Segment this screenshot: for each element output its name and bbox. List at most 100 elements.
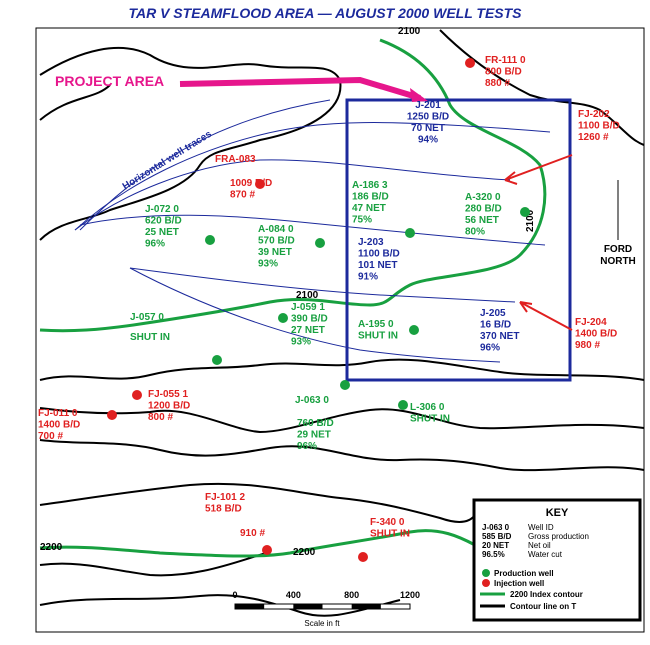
production-well: [520, 207, 530, 217]
key-text: 96.5%: [482, 550, 505, 559]
well-label: 1009 B/D: [230, 178, 272, 189]
scale-bar: Scale in ft 0 400 800 1200: [232, 590, 420, 628]
well-label: 56 NET: [465, 215, 499, 226]
contour-label: 2200: [40, 542, 63, 553]
injection-well: [358, 552, 368, 562]
key-text: Production well: [494, 569, 554, 578]
well-label: SHUT IN: [130, 332, 170, 343]
key: KEY Production well Injection well 2200 …: [472, 498, 642, 622]
key-text: Water cut: [528, 550, 563, 559]
well-label: A-320 0: [465, 192, 501, 203]
key-box: [472, 498, 642, 622]
well-label: 75%: [352, 215, 372, 226]
well-label: J-203: [358, 237, 384, 248]
well-label: FJ-011 0: [38, 408, 78, 419]
well-label: J-057 0: [130, 312, 164, 323]
well-label: J-059 1: [291, 302, 325, 313]
arrow: [519, 301, 573, 331]
production-well: [315, 238, 325, 248]
well-label: SHUT IN: [370, 529, 410, 540]
well-label: A-195 0: [358, 319, 394, 330]
injection-well: [255, 179, 265, 189]
well-label: FRA-083: [215, 154, 256, 165]
scale-tick-label: 1200: [400, 590, 420, 600]
production-well: [278, 313, 288, 323]
well-label: 96%: [297, 441, 317, 452]
key-text: 585 B/D: [482, 532, 512, 541]
key-text: Contour line on T: [510, 602, 576, 611]
well-label: 1250 B/D: [407, 112, 449, 123]
well-label: 96%: [145, 239, 165, 250]
scale-segment: [351, 604, 381, 609]
well-label: 1260 #: [578, 132, 609, 143]
key-text: Gross production: [528, 532, 589, 541]
scale-tick-label: 400: [286, 590, 301, 600]
key-title: KEY: [546, 507, 569, 519]
well-label: 980 #: [575, 340, 600, 351]
scale-segment: [235, 604, 265, 609]
well-label: F-340 0: [370, 517, 405, 528]
well-label: 760 B/D: [297, 418, 334, 429]
well-label: SHUT IN: [410, 414, 450, 425]
well-label: 29 NET: [297, 430, 331, 441]
key-text: J-063 0: [482, 523, 510, 532]
annotation: PROJECT AREA: [55, 73, 164, 89]
contour-label: 2100: [525, 209, 536, 232]
well-label: 1400 B/D: [575, 329, 617, 340]
scale-segment: [293, 604, 323, 609]
well-label: FJ-055 1: [148, 389, 188, 400]
well-label: 910 #: [240, 528, 265, 539]
project-area-box: [345, 98, 572, 382]
injection-icon: [482, 579, 490, 587]
well-label: J-201: [415, 100, 441, 111]
well-label: 700 #: [38, 431, 63, 442]
well-label: 620 B/D: [145, 216, 182, 227]
well-label: 800 #: [148, 412, 173, 423]
well-label: 390 B/D: [291, 314, 328, 325]
well-label: 518 B/D: [205, 504, 242, 515]
well-label: 70 NET: [411, 123, 445, 134]
well-label: 39 NET: [258, 247, 292, 258]
key-text: Index contour: [530, 590, 583, 599]
production-icon: [482, 569, 490, 577]
key-text: 20 NET: [482, 541, 509, 550]
scale-tick-label: 800: [344, 590, 359, 600]
well-label: 25 NET: [145, 227, 179, 238]
well-label: 94%: [418, 135, 438, 146]
well-label: 570 B/D: [258, 236, 295, 247]
north-label: NORTH: [600, 256, 636, 267]
production-well: [212, 355, 222, 365]
contour-label: 2100: [296, 290, 319, 301]
well-traces: [74, 99, 551, 363]
well-label: 91%: [358, 272, 378, 283]
key-text: Injection well: [494, 579, 544, 588]
key-text: Net oil: [528, 541, 551, 550]
well-label: FJ-101 2: [205, 492, 245, 503]
well-label: SHUT IN: [358, 331, 398, 342]
contour-label: 2100: [398, 26, 421, 37]
well-label: 280 B/D: [465, 204, 502, 215]
production-well: [205, 235, 215, 245]
arrow: [504, 154, 573, 185]
contour-label: 2200: [293, 547, 316, 558]
injection-well: [132, 390, 142, 400]
production-well: [340, 380, 350, 390]
project-arrow: [179, 76, 421, 101]
key-text: 2200: [510, 590, 528, 599]
well-label: 16 B/D: [480, 320, 511, 331]
well-label: FR-111 0: [485, 55, 526, 66]
well-label: 370 NET: [480, 331, 519, 342]
well-label: 80%: [465, 227, 485, 238]
well-label: 93%: [291, 337, 311, 348]
well-label: 101 NET: [358, 260, 397, 271]
well-label: 800 B/D: [485, 67, 522, 78]
well-label: 880 #: [485, 78, 510, 89]
well-label: 1100 B/D: [578, 121, 620, 132]
well-label: 870 #: [230, 190, 255, 201]
production-well: [398, 400, 408, 410]
production-well: [405, 228, 415, 238]
well-label: 47 NET: [352, 203, 386, 214]
well-label: 1400 B/D: [38, 420, 80, 431]
well-label: 96%: [480, 343, 500, 354]
